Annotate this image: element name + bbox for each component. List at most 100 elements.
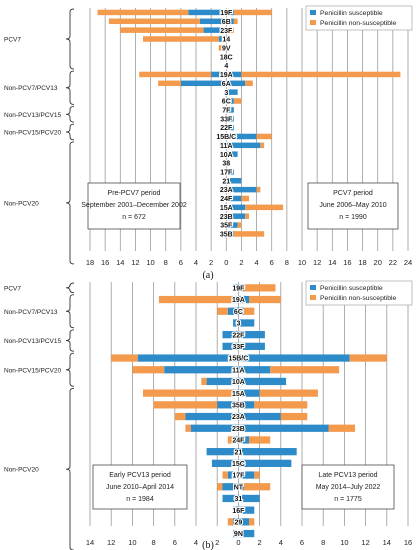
group-brace [65,282,75,294]
category-label: 21 [222,178,230,185]
category-label: 19F [220,10,233,17]
bar-non-susceptible [218,45,223,51]
period-box-frame [307,182,399,230]
bar-non-susceptible [328,424,355,432]
legend: Penicillin susceptible Penicillin non-sus… [305,5,413,31]
bar-non-susceptible [158,295,234,304]
category-label: 33F [232,344,245,351]
category-label: 38 [222,161,230,168]
group-label: Non-PCV15/PCV20 [4,367,61,374]
bar-susceptible [222,483,239,491]
bar-non-susceptible [245,80,253,87]
bar-susceptible [226,231,234,237]
bar-susceptible [226,107,234,113]
group-brace [65,8,75,70]
bar-susceptible [238,377,287,386]
bar-susceptible [222,45,227,51]
bar-non-susceptible [270,366,340,374]
bar-susceptible [226,195,242,202]
legend: Penicillin susceptible Penicillin non-sus… [305,280,413,306]
category-label: 23A [232,414,245,421]
bar-non-susceptible [230,27,234,33]
group-label: Non-PCV7/PCV13 [4,85,58,92]
x-tick-label: 10 [340,538,348,547]
bar-non-susceptible [108,18,200,25]
group-label: PCV7 [4,285,21,292]
period-title: Late PCV13 period [318,472,377,479]
bar-susceptible [238,424,329,432]
panel-label: (b) [202,540,214,550]
bar-susceptible [226,124,234,131]
period-n: n = 1984 [126,496,154,503]
period-box-frame [301,464,395,510]
bar-susceptible [226,80,246,87]
period-range: June 2010–April 2014 [106,484,174,491]
chart-panel: 18 16 14 12 10 8 6 4 2 0 2 4 6 8 10 12 14 16 18 20 22 2419F6B… [4,5,413,281]
bar-susceptible [222,53,227,60]
period-title: Pre-PCV7 period [108,190,161,197]
legend-box [305,5,413,31]
x-tick-label: 20 [374,258,382,267]
chart-panel: 14 12 10 8 6 4 2 0 2 4 6 8 10 12 14 16 19F 19A 6C 3 22F 33F 15… [4,280,413,550]
bar-non-susceptible [233,98,242,104]
legend-label: Penicillin non-susceptible [320,20,397,27]
bar-susceptible [206,448,239,456]
bar-susceptible [238,459,292,467]
bar-susceptible [238,284,244,292]
bar-non-susceptible [249,436,271,444]
bar-non-susceptible [241,71,401,78]
bar-susceptible [238,471,255,479]
bar-susceptible [226,204,246,211]
bar-susceptible [238,366,271,374]
x-tick-label: 12 [361,538,369,547]
group-brace [65,70,75,105]
category-label: 7F [222,107,231,114]
category-label: NT [234,484,244,491]
bar-susceptible [164,366,239,374]
category-label: 6C [234,309,243,316]
bar-non-susceptible [132,366,165,374]
category-label: 23F [220,28,233,35]
bar-susceptible [188,9,227,16]
legend-swatch-susceptible [310,285,316,290]
x-tick-label: 12 [107,538,115,547]
category-label: 19A [220,72,233,79]
bar-non-susceptible [245,204,284,211]
category-label: 6A [222,81,231,88]
x-tick-label: 14 [116,258,124,267]
bar-non-susceptible [227,436,234,444]
period-n: n = 1775 [334,496,362,503]
bar-susceptible [226,89,238,95]
legend-swatch-non-susceptible [310,295,316,300]
period-n: n = 1990 [339,214,367,221]
x-tick-label: 16 [404,538,412,547]
bar-susceptible [226,71,242,78]
category-label: 18C [220,54,233,61]
bar-susceptible [233,518,239,526]
category-label: 17F [220,170,233,177]
bar-susceptible [226,18,234,25]
category-label: 35B [220,232,233,239]
period-range: September 2001–December 2002 [81,202,187,209]
bar-non-susceptible [245,213,249,219]
bar-non-susceptible [222,471,228,479]
category-label: 23A [220,187,233,194]
group-brace [65,352,75,387]
category-label: 33F [220,116,233,123]
category-label: 29 [235,519,243,526]
bar-susceptible [226,186,257,193]
group-label: Non-PCV7/PCV13 [4,309,58,316]
category-label: 10A [232,379,245,386]
bar-susceptible [222,494,239,503]
bar-non-susceptible [256,133,272,140]
period-box: Late PCV13 period May 2014–July 2022 n = 1… [301,464,395,510]
panel-label: (a) [202,270,213,281]
category-label: 11A [232,367,244,374]
bar-non-susceptible [280,412,308,421]
bar-susceptible [222,133,227,140]
category-label: 10A [220,152,233,159]
category-label: 9N [234,531,243,538]
category-label: 9V [222,45,231,52]
x-tick-label: 24 [404,258,412,267]
x-tick-label: 8 [285,258,289,267]
